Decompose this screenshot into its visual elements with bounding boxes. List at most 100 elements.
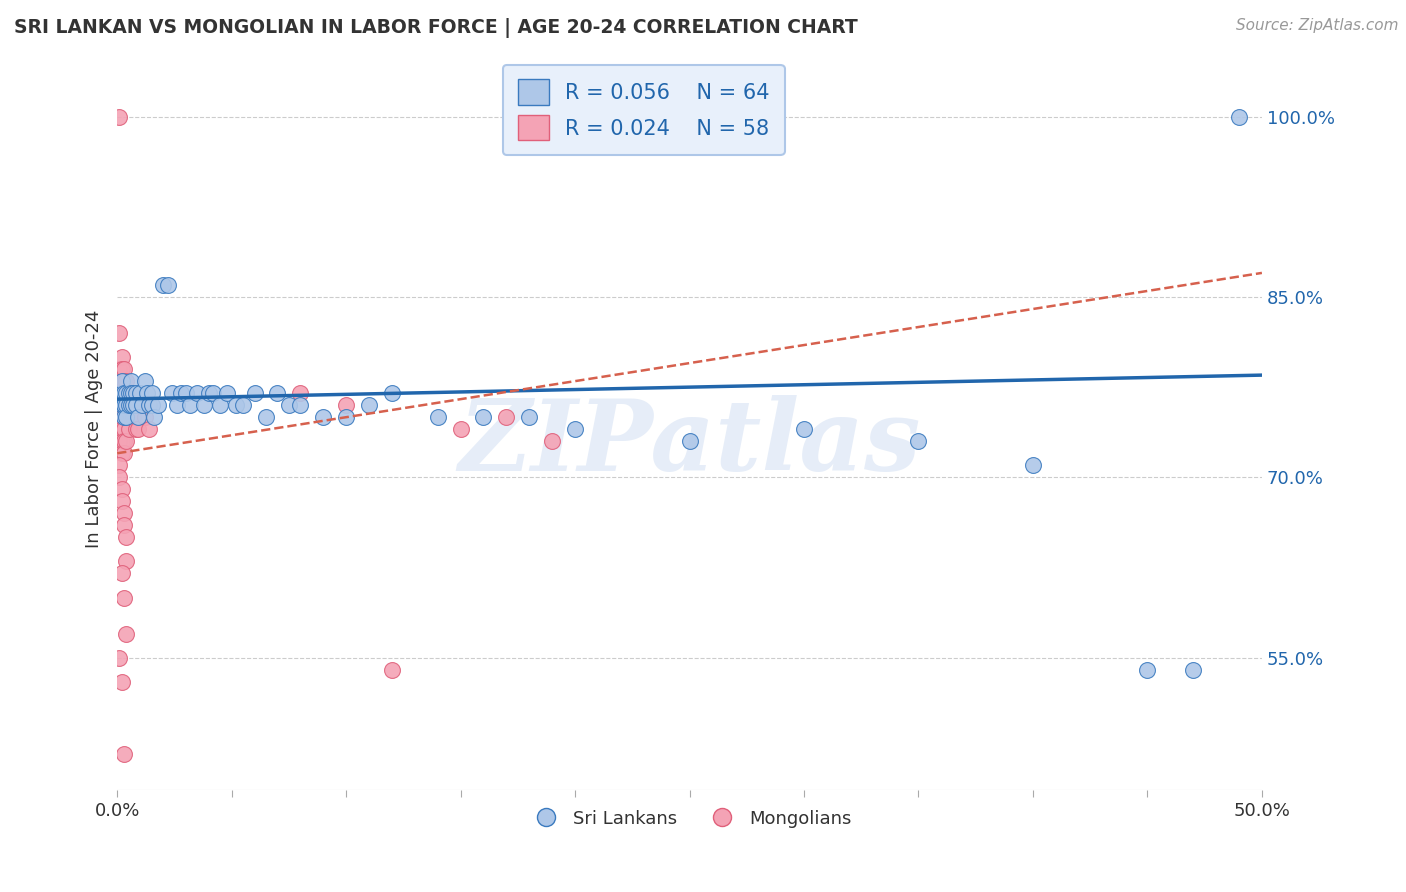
Sri Lankans (124, 386, 146, 401)
Sri Lankans (148, 398, 170, 412)
Mongolians (115, 386, 138, 401)
Mongolians (108, 110, 131, 124)
Mongolians (381, 663, 404, 677)
Mongolians (495, 410, 517, 425)
Mongolians (108, 398, 131, 412)
Sri Lankans (426, 410, 449, 425)
Sri Lankans (209, 398, 232, 412)
Sri Lankans (335, 410, 357, 425)
Sri Lankans (197, 386, 219, 401)
Mongolians (115, 554, 138, 568)
Sri Lankans (134, 374, 156, 388)
Mongolians (111, 386, 134, 401)
Mongolians (108, 470, 131, 484)
Mongolians (127, 422, 149, 436)
Sri Lankans (232, 398, 254, 412)
Sri Lankans (381, 386, 404, 401)
Mongolians (112, 386, 135, 401)
Sri Lankans (312, 410, 335, 425)
Mongolians (112, 434, 135, 449)
Text: ZIPatlas: ZIPatlas (458, 395, 921, 491)
Sri Lankans (193, 398, 215, 412)
Sri Lankans (111, 374, 134, 388)
Sri Lankans (202, 386, 225, 401)
Sri Lankans (517, 410, 540, 425)
Sri Lankans (277, 398, 299, 412)
Sri Lankans (112, 410, 135, 425)
Mongolians (115, 434, 138, 449)
Mongolians (111, 410, 134, 425)
Sri Lankans (472, 410, 495, 425)
Mongolians (335, 398, 357, 412)
Sri Lankans (111, 386, 134, 401)
Y-axis label: In Labor Force | Age 20-24: In Labor Force | Age 20-24 (86, 310, 103, 549)
Mongolians (112, 518, 135, 533)
Sri Lankans (160, 386, 183, 401)
Sri Lankans (1227, 110, 1250, 124)
Sri Lankans (117, 398, 139, 412)
Mongolians (111, 434, 134, 449)
Mongolians (134, 410, 156, 425)
Sri Lankans (225, 398, 247, 412)
Mongolians (112, 374, 135, 388)
Mongolians (111, 350, 134, 364)
Sri Lankans (122, 398, 145, 412)
Mongolians (129, 398, 152, 412)
Sri Lankans (136, 386, 159, 401)
Mongolians (108, 650, 131, 665)
Mongolians (117, 398, 139, 412)
Mongolians (111, 446, 134, 460)
Sri Lankans (1182, 663, 1205, 677)
Mongolians (124, 422, 146, 436)
Sri Lankans (243, 386, 266, 401)
Mongolians (112, 446, 135, 460)
Mongolians (108, 362, 131, 376)
Mongolians (122, 410, 145, 425)
Mongolians (112, 591, 135, 605)
Mongolians (115, 374, 138, 388)
Sri Lankans (115, 398, 138, 412)
Mongolians (108, 326, 131, 340)
Mongolians (120, 398, 142, 412)
Sri Lankans (357, 398, 380, 412)
Sri Lankans (179, 398, 201, 412)
Sri Lankans (174, 386, 197, 401)
Sri Lankans (217, 386, 239, 401)
Mongolians (115, 410, 138, 425)
Mongolians (450, 422, 472, 436)
Mongolians (138, 422, 160, 436)
Sri Lankans (170, 386, 193, 401)
Text: SRI LANKAN VS MONGOLIAN IN LABOR FORCE | AGE 20-24 CORRELATION CHART: SRI LANKAN VS MONGOLIAN IN LABOR FORCE |… (14, 18, 858, 37)
Mongolians (112, 398, 135, 412)
Sri Lankans (254, 410, 277, 425)
Text: Source: ZipAtlas.com: Source: ZipAtlas.com (1236, 18, 1399, 33)
Sri Lankans (115, 410, 138, 425)
Sri Lankans (122, 386, 145, 401)
Mongolians (108, 458, 131, 473)
Mongolians (541, 434, 564, 449)
Mongolians (117, 386, 139, 401)
Mongolians (112, 747, 135, 761)
Sri Lankans (1022, 458, 1045, 473)
Sri Lankans (156, 277, 179, 292)
Sri Lankans (115, 386, 138, 401)
Sri Lankans (124, 398, 146, 412)
Sri Lankans (112, 386, 135, 401)
Sri Lankans (266, 386, 288, 401)
Sri Lankans (907, 434, 929, 449)
Sri Lankans (678, 434, 700, 449)
Sri Lankans (120, 374, 142, 388)
Sri Lankans (111, 398, 134, 412)
Sri Lankans (120, 386, 142, 401)
Sri Lankans (112, 398, 135, 412)
Sri Lankans (138, 398, 160, 412)
Sri Lankans (120, 398, 142, 412)
Mongolians (108, 374, 131, 388)
Sri Lankans (142, 410, 165, 425)
Mongolians (115, 626, 138, 640)
Mongolians (111, 374, 134, 388)
Sri Lankans (1136, 663, 1159, 677)
Mongolians (111, 483, 134, 497)
Sri Lankans (290, 398, 312, 412)
Mongolians (111, 566, 134, 581)
